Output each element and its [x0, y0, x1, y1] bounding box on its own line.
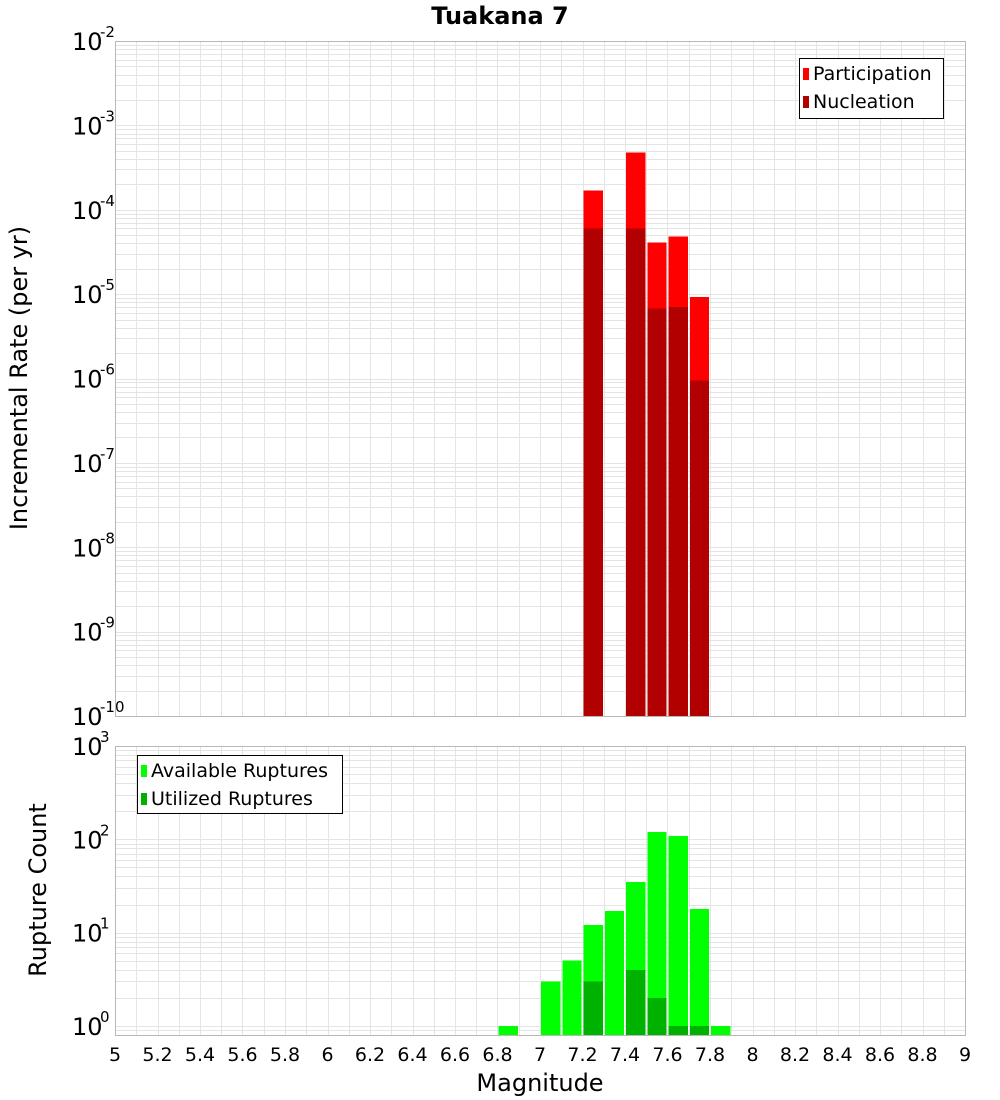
legend-swatch	[803, 96, 809, 108]
legend: Available Ruptures Utilized Ruptures	[137, 755, 343, 814]
series-nucleation	[583, 228, 709, 716]
rate-plot: 10-210-310-410-510-610-710-810-910-10Par…	[72, 23, 966, 731]
x-axis-label: Magnitude	[476, 1069, 603, 1097]
legend: Participation Nucleation	[799, 58, 944, 119]
y-tick-label: 10	[72, 281, 103, 309]
y-tick-exponent: 2	[100, 821, 110, 839]
x-tick-labels: 5 5.2 5.4 5.6 5.8 6 6.2 6.4 6.6 6.8 7 7.2 7.4 7.6 7.8 8…	[109, 1044, 971, 1066]
bar-available-ruptures	[647, 831, 667, 1035]
y-tick-exponent: -5	[100, 276, 115, 294]
y-tick-exponent: 3	[100, 728, 110, 746]
x-tick-label: 8.2	[780, 1044, 810, 1066]
x-tick-label: 6.6	[440, 1044, 470, 1066]
x-tick-label: 8.8	[907, 1044, 937, 1066]
y-tick-exponent: -8	[100, 529, 115, 547]
count-y-axis-label: Rupture Count	[24, 803, 52, 977]
y-tick-label: 10	[72, 1013, 103, 1041]
series-utilized-ruptures	[583, 969, 709, 1035]
y-tick-label: 10	[72, 450, 103, 478]
y-tick-label: 10	[72, 28, 103, 56]
x-tick-label: 5.4	[185, 1044, 215, 1066]
x-tick-label: 7.2	[567, 1044, 597, 1066]
bar-available-ruptures	[689, 908, 709, 1035]
y-tick-exponent: -2	[100, 23, 115, 41]
y-tick-label: 10	[72, 920, 103, 948]
y-tick-exponent: 0	[100, 1008, 110, 1026]
x-tick-label: 8	[746, 1044, 758, 1066]
y-tick-label: 10	[72, 703, 103, 731]
y-tick-exponent: -3	[100, 107, 115, 125]
y-tick-exponent: 1	[100, 915, 110, 933]
legend-swatch	[141, 793, 147, 805]
y-tick-exponent: -9	[100, 614, 115, 632]
x-tick-label: 9	[959, 1044, 971, 1066]
x-tick-label: 6.2	[355, 1044, 385, 1066]
y-tick-label: 10	[72, 733, 103, 761]
bar-utilized-ruptures	[689, 1025, 709, 1035]
legend-label: Utilized Ruptures	[151, 788, 313, 810]
bar-nucleation	[668, 307, 688, 716]
x-tick-label: 5	[109, 1044, 121, 1066]
grid-lines	[115, 41, 966, 717]
bar-utilized-ruptures	[583, 981, 603, 1035]
legend-swatch	[803, 68, 809, 80]
x-tick-label: 6.4	[397, 1044, 427, 1066]
y-tick-label: 10	[72, 826, 103, 854]
bar-available-ruptures	[604, 911, 624, 1035]
bar-available-ruptures	[498, 1025, 518, 1035]
x-tick-label: 8.6	[865, 1044, 895, 1066]
y-tick-exponent: -7	[100, 445, 115, 463]
y-tick-exponent: -6	[100, 361, 115, 379]
x-tick-label: 7.4	[610, 1044, 640, 1066]
plot-frame	[115, 746, 966, 1036]
x-tick-label: 5.8	[270, 1044, 300, 1066]
legend-label: Available Ruptures	[151, 760, 328, 782]
bar-available-ruptures	[562, 960, 582, 1035]
bar-nucleation	[689, 380, 709, 716]
legend-swatch	[141, 765, 147, 777]
bar-utilized-ruptures	[626, 969, 646, 1035]
legend-box	[799, 58, 944, 119]
y-tick-label: 10	[72, 197, 103, 225]
chart-title: Tuakana 7	[431, 2, 569, 30]
bar-available-ruptures	[711, 1025, 731, 1035]
legend-label: Participation	[813, 63, 932, 85]
y-tick-label: 10	[72, 112, 103, 140]
y-tick-labels: 10-210-310-410-510-610-710-810-910-10	[72, 23, 125, 731]
bar-available-ruptures	[541, 981, 561, 1035]
x-tick-label: 7.8	[695, 1044, 725, 1066]
bar-nucleation	[647, 308, 667, 716]
x-tick-label: 5.2	[142, 1044, 172, 1066]
x-tick-label: 6.8	[482, 1044, 512, 1066]
bar-nucleation	[583, 228, 603, 716]
y-tick-label: 10	[72, 534, 103, 562]
plot-frame	[115, 41, 966, 717]
x-tick-label: 6	[321, 1044, 333, 1066]
legend-label: Nucleation	[813, 91, 915, 113]
y-tick-exponent: -4	[100, 192, 115, 210]
legend-box	[137, 755, 343, 814]
x-tick-label: 7	[534, 1044, 546, 1066]
y-tick-exponent: -10	[100, 698, 125, 716]
bar-nucleation	[626, 228, 646, 716]
bar-utilized-ruptures	[647, 997, 667, 1035]
x-tick-label: 8.4	[822, 1044, 852, 1066]
x-tick-label: 5.6	[227, 1044, 257, 1066]
rate-y-axis-label: Incremental Rate (per yr)	[5, 226, 33, 530]
bar-utilized-ruptures	[668, 1025, 688, 1035]
y-tick-label: 10	[72, 366, 103, 394]
x-tick-label: 7.6	[652, 1044, 682, 1066]
y-tick-label: 10	[72, 619, 103, 647]
bar-available-ruptures	[668, 836, 688, 1035]
